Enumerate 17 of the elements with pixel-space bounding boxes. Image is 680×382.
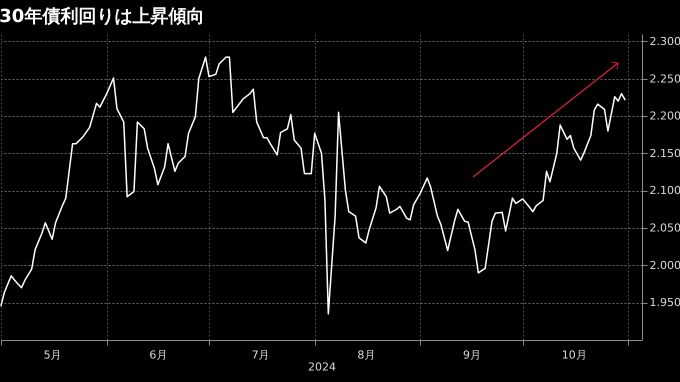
chart-title: 30年債利回りは上昇傾向 bbox=[0, 6, 204, 27]
y-tick-label: 2.050 bbox=[650, 222, 680, 235]
y-tick-label: 1.950 bbox=[650, 296, 680, 310]
x-tick-label: 5月 bbox=[44, 348, 62, 362]
x-tick-label: 6月 bbox=[149, 348, 168, 362]
x-tick-label: 10月 bbox=[562, 348, 587, 362]
x-tick-label: 7月 bbox=[252, 348, 270, 362]
x-tick-label: 8月 bbox=[357, 348, 376, 362]
x-tick-label: 9月 bbox=[463, 348, 482, 362]
y-tick-label: 2.250 bbox=[650, 72, 680, 86]
y-tick-label: 2.000 bbox=[650, 258, 680, 272]
y-tick-label: 2.300 bbox=[650, 34, 680, 48]
y-tick-label: 2.200 bbox=[650, 110, 680, 123]
x-axis-title: 2024 bbox=[308, 360, 336, 374]
y-tick-label: 2.150 bbox=[650, 146, 680, 160]
line-series bbox=[0, 56, 626, 315]
y-tick-label: 2.100 bbox=[650, 184, 680, 198]
